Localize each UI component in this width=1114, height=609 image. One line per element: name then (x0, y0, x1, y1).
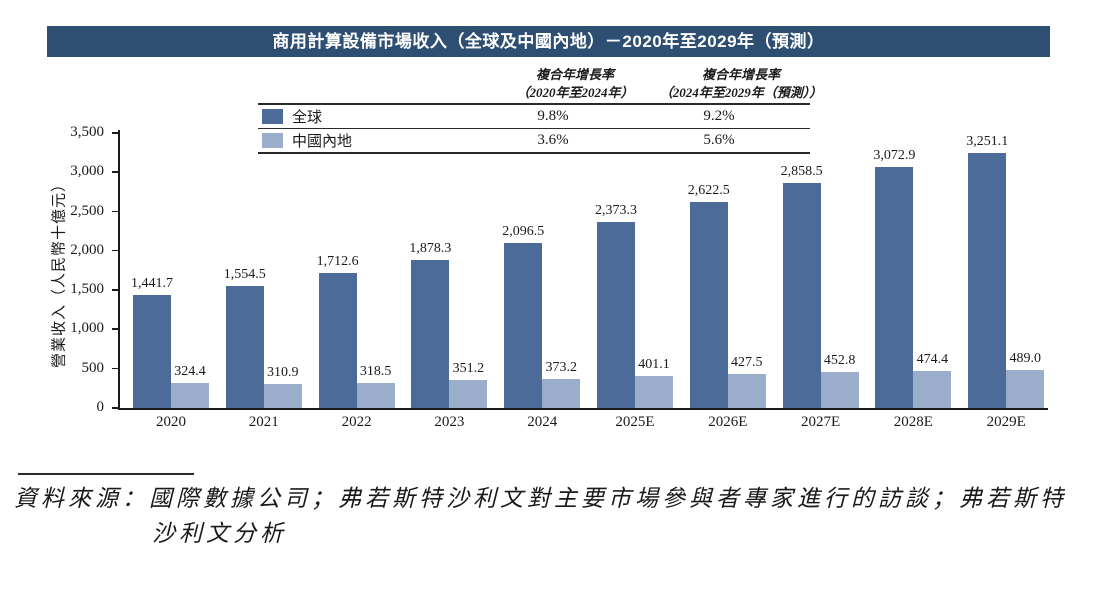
bar-china-2024 (542, 378, 581, 408)
x-tick-2027E: 2027E (801, 414, 841, 430)
bar-global-2023 (411, 260, 450, 408)
bar-china-2026E (727, 374, 766, 408)
legend-label-cell-china: 中國內地 (258, 130, 478, 151)
cagr-header-title: 複合年增長率 (535, 67, 614, 82)
bar-china-2022 (356, 382, 395, 408)
bar-china-2021 (263, 383, 302, 408)
y-tick-mark-2000 (112, 249, 118, 252)
cagr-header-title: 複合年增長率 (701, 67, 780, 82)
footnote-rule (18, 473, 194, 475)
value-label-china-2023: 351.2 (452, 361, 485, 377)
value-label-china-2027E: 452.8 (823, 353, 856, 369)
y-tick-3000: 3,000 (70, 163, 104, 180)
legend-header-row: 複合年增長率 （2020年至2024年） 複合年增長率 （2024年至2029年… (258, 66, 822, 103)
bar-global-2025E (597, 221, 635, 408)
value-label-global-2022: 1,712.6 (316, 254, 359, 270)
bar-global-2024 (504, 243, 543, 408)
y-tick-mark-2500 (112, 210, 118, 213)
china-series-swatch (262, 133, 283, 149)
value-label-global-2026E: 2,622.5 (687, 182, 730, 198)
y-tick-500: 500 (81, 359, 105, 376)
y-tick-3500: 3,500 (70, 124, 104, 140)
bar-global-2026E (689, 201, 728, 408)
value-label-china-2025E: 401.1 (638, 357, 670, 373)
value-label-global-2027E: 2,858.5 (780, 164, 823, 180)
y-tick-2500: 2,500 (70, 202, 104, 219)
x-tick-2028E: 2028E (893, 414, 933, 430)
bar-china-2020 (171, 382, 209, 408)
x-tick-2020: 2020 (156, 414, 186, 430)
legend-row-global: 全球 9.8% 9.2% (258, 103, 810, 130)
value-label-china-2028E: 474.4 (916, 351, 949, 367)
bar-global-2027E (782, 183, 821, 408)
bar-global-2029E (968, 152, 1007, 408)
x-tick-2024: 2024 (527, 414, 558, 430)
legend-row-china: 中國內地 3.6% 5.6% (258, 129, 810, 155)
legend-label-china: 中國內地 (292, 134, 353, 151)
cagr-header-2020-2024: 複合年增長率 （2020年至2024年） (500, 66, 650, 101)
value-label-china-2020: 324.4 (174, 363, 206, 379)
chart-title: 商用計算設備市場收入（全球及中國內地）－2020年至2029年（預測） (272, 32, 825, 51)
x-tick-2021: 2021 (248, 414, 279, 430)
y-tick-1500: 1,500 (70, 281, 104, 298)
value-label-global-2024: 2,096.5 (502, 224, 545, 240)
cagr-header-period: （2024年至2029年（預測）） (659, 84, 823, 100)
bar-china-2023 (449, 380, 488, 408)
y-tick-mark-3500 (112, 132, 118, 134)
source-text-line1: 資料來源：國際數據公司；弗若斯特沙利文對主要市場參與者專家進行的訪談；弗若斯特 (14, 486, 1067, 511)
bar-china-2029E (1006, 369, 1045, 408)
y-tick-mark-3000 (112, 171, 118, 173)
value-label-china-2022: 318.5 (359, 363, 392, 379)
y-axis-line (118, 130, 120, 409)
global-cagr-2020-2024: 9.8% (537, 108, 569, 125)
value-label-global-2028E: 3,072.9 (873, 147, 916, 163)
cagr-header-period: （2020年至2024年） (516, 84, 634, 100)
cagr-header-2024-2029: 複合年增長率 （2024年至2029年（預測）） (650, 66, 832, 101)
value-label-global-2021: 1,554.5 (223, 266, 266, 282)
legend-table: 複合年增長率 （2020年至2024年） 複合年增長率 （2024年至2029年… (258, 66, 822, 155)
x-tick-2026E: 2026E (708, 414, 748, 430)
legend-label-global: 全球 (292, 110, 323, 127)
y-tick-1000: 1,000 (70, 320, 104, 337)
value-label-china-2021: 310.9 (267, 364, 299, 380)
x-tick-2022: 2022 (341, 414, 372, 430)
bar-global-2022 (318, 273, 357, 408)
y-tick-2000: 2,000 (70, 241, 104, 258)
global-series-swatch (262, 109, 283, 125)
value-label-global-2025E: 2,373.3 (595, 202, 637, 218)
china-cagr-2020-2024: 3.6% (537, 132, 569, 149)
x-tick-2025E: 2025E (615, 414, 655, 430)
value-label-china-2026E: 427.5 (731, 355, 763, 371)
bar-china-2027E (820, 372, 859, 408)
value-label-global-2020: 1,441.7 (131, 275, 173, 291)
legend-label-cell-global: 全球 (258, 106, 478, 127)
x-axis-line (118, 408, 1048, 410)
bar-global-2020 (133, 294, 171, 408)
source-text-line2: 沙利文分析 (152, 521, 287, 546)
y-tick-mark-0 (112, 407, 118, 409)
x-tick-2029E: 2029E (986, 414, 1026, 430)
value-label-global-2023: 1,878.3 (409, 241, 452, 257)
bar-china-2028E (913, 370, 952, 408)
value-label-china-2024: 373.2 (545, 359, 577, 375)
x-tick-2023: 2023 (434, 414, 465, 430)
bar-global-2028E (875, 166, 914, 408)
value-label-china-2029E: 489.0 (1009, 350, 1041, 366)
value-label-global-2029E: 3,251.1 (966, 133, 1009, 149)
global-cagr-2024-2029: 9.2% (703, 108, 735, 125)
y-tick-mark-1500 (112, 289, 118, 291)
bar-global-2021 (225, 285, 264, 408)
bar-china-2025E (635, 376, 673, 408)
y-tick-mark-500 (112, 367, 118, 370)
y-tick-0: 0 (96, 399, 105, 415)
china-cagr-2024-2029: 5.6% (703, 132, 735, 149)
chart-title-bar: 商用計算設備市場收入（全球及中國內地）－2020年至2029年（預測） (47, 26, 1050, 57)
y-tick-mark-1000 (112, 328, 118, 330)
